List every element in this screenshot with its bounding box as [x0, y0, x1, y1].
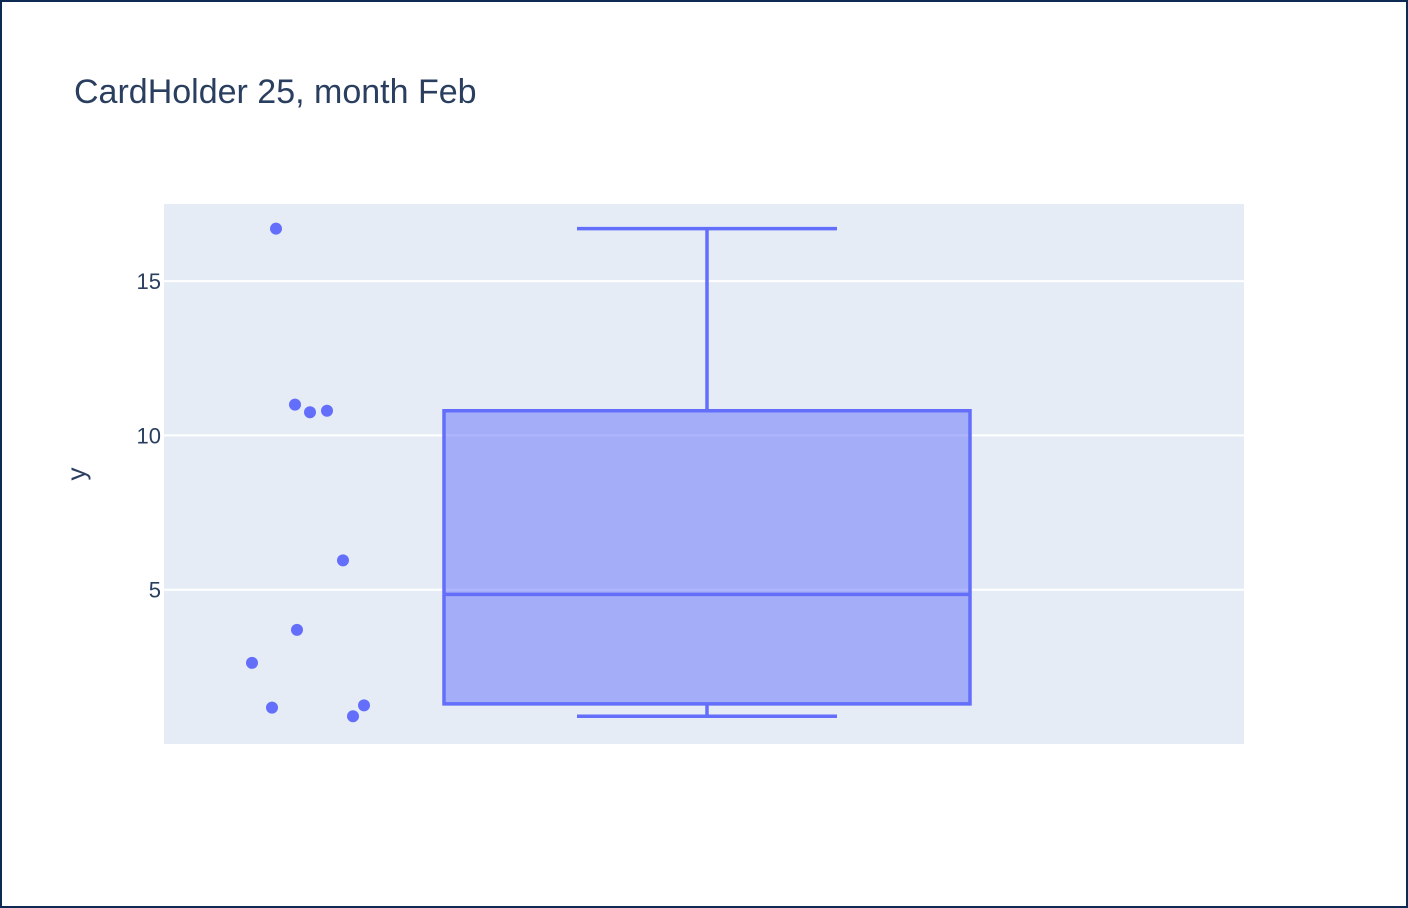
data-point — [358, 699, 370, 712]
data-points — [246, 222, 370, 723]
chart-title: CardHolder 25, month Feb — [74, 73, 477, 111]
y-tick-label: 15 — [137, 269, 161, 294]
data-point — [321, 404, 333, 417]
data-point — [270, 222, 282, 235]
data-point — [304, 406, 316, 419]
data-point — [266, 701, 278, 714]
y-tick-labels: 5 10 15 — [137, 269, 161, 603]
y-axis-title: y — [61, 468, 91, 481]
y-tick-label: 10 — [137, 423, 161, 448]
data-point — [291, 623, 303, 636]
y-tick-label: 5 — [149, 578, 161, 603]
data-point — [347, 710, 359, 723]
data-point — [337, 554, 349, 567]
data-point — [289, 398, 301, 411]
iqr-box — [442, 408, 972, 706]
data-point — [246, 656, 258, 669]
box-trace — [442, 226, 972, 718]
